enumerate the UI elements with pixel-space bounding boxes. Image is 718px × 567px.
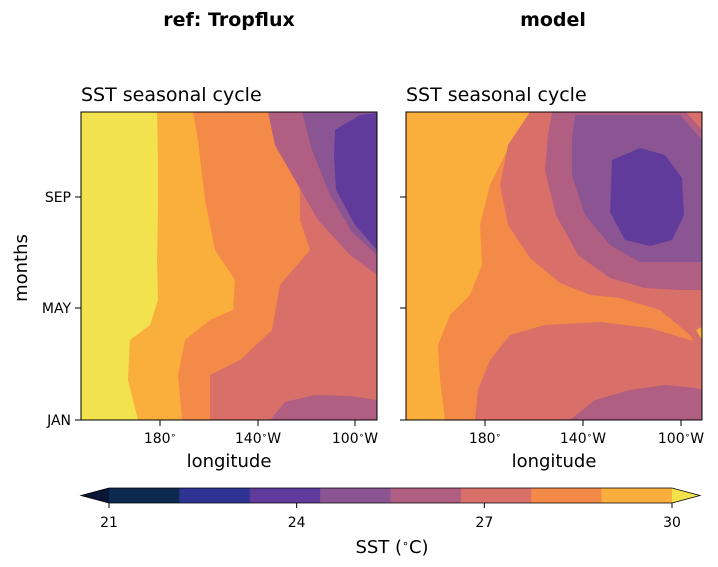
right-xtick-label-180: 180∘ <box>469 431 501 447</box>
right-panel-title: SST seasonal cycle <box>406 84 587 106</box>
left-panel-title: SST seasonal cycle <box>81 84 262 106</box>
right-panel-suptitle: model <box>520 9 586 31</box>
right-contour-edge-warm-speck <box>696 327 702 340</box>
ytick-label-sep: SEP <box>45 190 71 206</box>
left-xticks: 180∘ 140∘W 100∘W <box>144 420 378 447</box>
right-contour-lower-cool-25 <box>570 385 702 420</box>
colorbar-segment <box>179 488 251 503</box>
colorbar-segment <box>249 488 321 503</box>
xtick-label-180: 180∘ <box>144 431 176 447</box>
colorbar-extend-high <box>672 488 700 503</box>
colorbar-segment <box>320 488 392 503</box>
left-contour-upper-cool-23 <box>334 113 377 250</box>
colorbar-extend-low <box>81 488 109 503</box>
colorbar-tick-label: 21 <box>100 515 118 531</box>
right-axes-frame <box>405 111 703 421</box>
right-yticks <box>400 196 406 421</box>
right-xlabel: longitude <box>512 451 597 472</box>
right-contour-level-28 <box>406 112 530 420</box>
left-yticks: SEP MAY JAN <box>42 190 81 429</box>
ytick-label-may: MAY <box>42 301 72 317</box>
right-xtick-label-100w: 100∘W <box>658 431 704 447</box>
left-axes-frame <box>80 111 378 421</box>
colorbar-segment <box>601 488 673 503</box>
colorbar-segment <box>390 488 462 503</box>
colorbar-tick-label: 24 <box>288 515 306 531</box>
colorbar-tick-label: 27 <box>475 515 493 531</box>
left-contour-level-29 <box>81 112 158 420</box>
right-contour-upper-cool-23 <box>610 148 684 246</box>
left-panel-suptitle: ref: Tropflux <box>163 9 295 31</box>
left-contour-lower-cool-25 <box>270 395 377 420</box>
colorbar-segment <box>460 488 532 503</box>
right-xticks: 180∘ 140∘W 100∘W <box>469 420 704 447</box>
xtick-label-140w: 140∘W <box>235 431 281 447</box>
colorbar-ticks: 21 24 27 30 <box>100 503 681 531</box>
right-contour-field <box>406 112 702 420</box>
xtick-label-100w: 100∘W <box>332 431 378 447</box>
left-xlabel: longitude <box>187 451 272 472</box>
colorbar: 21 24 27 30 SST (∘C) <box>79 487 702 559</box>
colorbar-label: SST (∘C) <box>355 537 428 559</box>
colorbar-segment <box>109 488 180 503</box>
ytick-label-jan: JAN <box>46 413 71 429</box>
right-panel: SST seasonal cycle 180∘ 140∘W 100∘W <box>400 84 704 472</box>
left-contour-field <box>81 112 377 420</box>
colorbar-tick-label: 30 <box>663 515 681 531</box>
colorbar-segments <box>79 487 702 504</box>
right-xtick-label-140w: 140∘W <box>560 431 606 447</box>
left-panel: SST seasonal cycle SEP MAY JAN months <box>11 84 378 472</box>
left-ylabel: months <box>11 234 32 302</box>
colorbar-segment <box>531 488 603 503</box>
